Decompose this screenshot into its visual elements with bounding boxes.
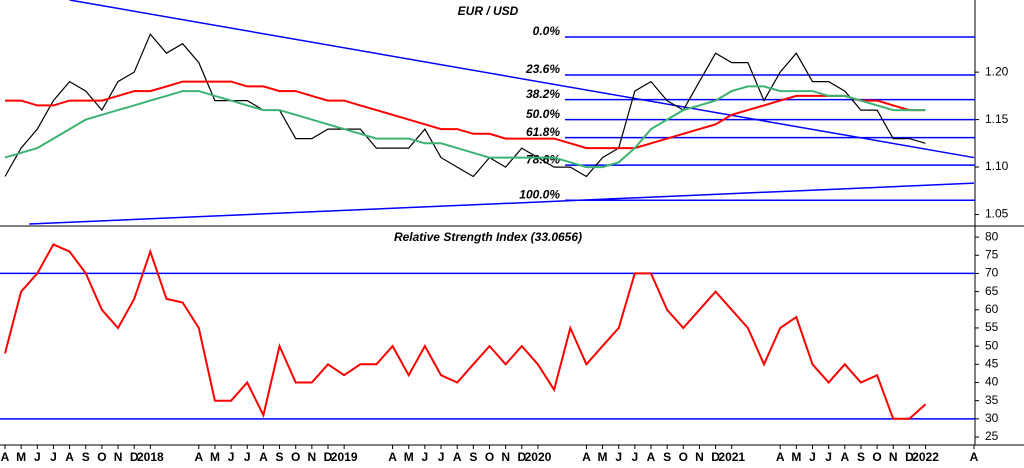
fib-label: 38.2%	[526, 87, 560, 101]
x-tick-label: A	[1, 450, 10, 464]
y-tick-label: 1.10	[985, 159, 1009, 173]
x-tick-label: A	[840, 450, 849, 464]
x-tick-label: D	[905, 450, 914, 464]
trend-line	[29, 182, 975, 225]
x-tick-label: D	[711, 450, 720, 464]
y-tick-label: 65	[985, 284, 999, 298]
x-tick-label: J	[809, 450, 816, 464]
fib-label: 78.6%	[526, 152, 560, 166]
x-tick-label: O	[97, 450, 106, 464]
x-tick-label: 2021	[718, 450, 745, 464]
x-tick-label: M	[791, 450, 801, 464]
x-tick-label: 2019	[331, 450, 358, 464]
x-tick-label: A	[453, 450, 462, 464]
x-tick-label: J	[228, 450, 235, 464]
x-tick-label: 2018	[137, 450, 164, 464]
x-tick-label: J	[615, 450, 622, 464]
x-tick-label: A	[970, 450, 979, 464]
x-tick-label: J	[632, 450, 639, 464]
fib-label: 61.8%	[526, 125, 560, 139]
y-tick-label: 60	[985, 302, 999, 316]
y-tick-label: 1.15	[985, 112, 1009, 126]
x-tick-label: A	[194, 450, 203, 464]
series-line	[5, 80, 926, 150]
y-tick-label: 45	[985, 356, 999, 370]
x-tick-label: O	[485, 450, 494, 464]
x-tick-label: O	[291, 450, 300, 464]
x-tick-label: D	[324, 450, 333, 464]
y-tick-label: 50	[985, 338, 999, 352]
series-line	[4, 33, 926, 178]
x-tick-label: M	[598, 450, 608, 464]
y-tick-label: 25	[985, 429, 999, 443]
series-line	[4, 243, 927, 420]
fib-label: 0.0%	[533, 24, 561, 38]
y-tick-label: 35	[985, 393, 999, 407]
x-tick-label: N	[501, 450, 510, 464]
x-tick-label: M	[16, 450, 26, 464]
x-tick-label: M	[404, 450, 414, 464]
y-tick-label: 55	[985, 320, 999, 334]
x-tick-label: N	[308, 450, 317, 464]
chart-title: Relative Strength Index (33.0656)	[394, 230, 582, 244]
x-tick-label: O	[679, 450, 688, 464]
chart-title: EUR / USD	[458, 4, 519, 18]
fib-label: 100.0%	[519, 187, 560, 201]
x-tick-label: J	[825, 450, 832, 464]
y-tick-label: 70	[985, 266, 999, 280]
x-tick-label: D	[130, 450, 139, 464]
y-tick-label: 1.20	[985, 64, 1009, 78]
y-tick-label: 80	[985, 229, 999, 243]
x-tick-label: N	[114, 450, 123, 464]
x-tick-label: 2022	[912, 450, 939, 464]
x-tick-label: N	[889, 450, 898, 464]
x-tick-label: M	[210, 450, 220, 464]
x-tick-label: J	[34, 450, 41, 464]
x-tick-label: S	[857, 450, 865, 464]
fib-label: 50.0%	[526, 107, 560, 121]
y-tick-label: 40	[985, 375, 999, 389]
x-tick-label: J	[244, 450, 251, 464]
x-tick-label: A	[259, 450, 268, 464]
fib-label: 23.6%	[525, 62, 560, 76]
x-tick-label: O	[872, 450, 881, 464]
x-tick-label: S	[663, 450, 671, 464]
x-tick-label: J	[422, 450, 429, 464]
x-tick-label: J	[50, 450, 57, 464]
y-tick-label: 30	[985, 411, 999, 425]
x-tick-label: J	[438, 450, 445, 464]
x-tick-label: S	[469, 450, 477, 464]
trend-line	[69, 0, 975, 159]
x-tick-label: 2020	[525, 450, 552, 464]
x-tick-label: S	[276, 450, 284, 464]
x-tick-label: N	[695, 450, 704, 464]
x-tick-label: A	[776, 450, 785, 464]
x-tick-label: A	[65, 450, 74, 464]
x-tick-label: A	[582, 450, 591, 464]
y-tick-label: 75	[985, 247, 999, 261]
x-tick-label: A	[388, 450, 397, 464]
x-tick-label: S	[82, 450, 90, 464]
x-tick-label: D	[517, 450, 526, 464]
series-line	[4, 85, 926, 169]
y-tick-label: 1.05	[985, 207, 1009, 221]
x-tick-label: A	[647, 450, 656, 464]
